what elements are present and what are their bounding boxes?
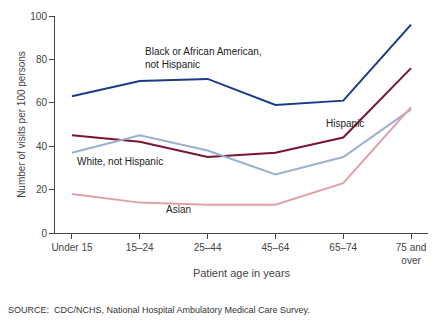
- svg-text:20: 20: [36, 184, 48, 195]
- svg-text:Asian: Asian: [166, 204, 191, 215]
- svg-text:80: 80: [36, 54, 48, 65]
- svg-text:Black or African American,: Black or African American,: [145, 46, 262, 57]
- svg-text:Under 15: Under 15: [51, 242, 93, 253]
- svg-text:Hispanic: Hispanic: [326, 118, 364, 129]
- svg-text:0: 0: [41, 228, 47, 239]
- svg-text:SOURCE: CDC/NCHS, National Ho: SOURCE: CDC/NCHS, National Hospital Ambu…: [8, 305, 310, 315]
- svg-text:15–24: 15–24: [126, 242, 154, 253]
- svg-text:100: 100: [30, 11, 47, 22]
- svg-text:Number of visits per 100 perso: Number of visits per 100 persons: [16, 51, 27, 198]
- svg-text:Patient age in years: Patient age in years: [193, 267, 291, 279]
- svg-text:not Hispanic: not Hispanic: [145, 59, 200, 70]
- svg-text:45–64: 45–64: [262, 242, 290, 253]
- svg-text:40: 40: [36, 141, 48, 152]
- svg-text:25–44: 25–44: [194, 242, 222, 253]
- svg-text:60: 60: [36, 97, 48, 108]
- svg-text:White, not Hispanic: White, not Hispanic: [77, 156, 163, 167]
- svg-text:75 andover: 75 andover: [396, 242, 427, 266]
- svg-text:65–74: 65–74: [329, 242, 357, 253]
